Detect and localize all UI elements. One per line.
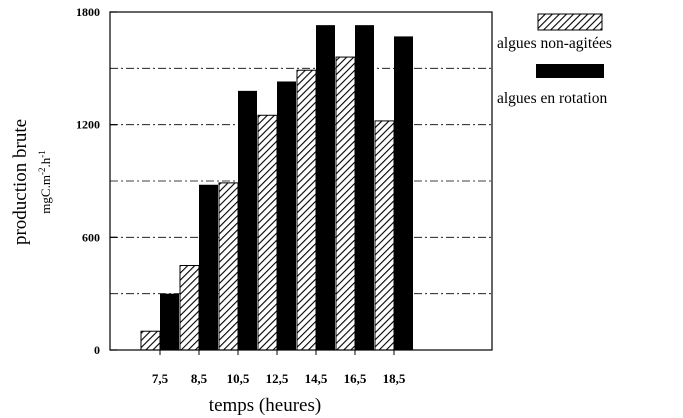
x-axis-ticks: 7,5 8,5 10,5 12,5 14,5 16,5 18,5 xyxy=(152,350,406,386)
bar-non-agitees xyxy=(140,330,161,351)
x-tick-label: 7,5 xyxy=(152,371,169,386)
legend-swatch-hatched xyxy=(537,13,603,31)
bar-rotation xyxy=(355,25,374,351)
bar-rotation xyxy=(394,36,413,351)
bar-rotation xyxy=(316,25,335,351)
x-tick-label: 8,5 xyxy=(191,371,208,386)
x-axis-title: temps (heures) xyxy=(209,395,321,416)
x-tick-label: 10,5 xyxy=(227,371,250,386)
y-tick-label: 0 xyxy=(94,343,100,357)
bar-non-agitees xyxy=(257,114,278,351)
x-tick-label: 12,5 xyxy=(266,371,289,386)
y-axis-title: production brute xyxy=(10,119,31,245)
y-tick-label: 1200 xyxy=(76,118,100,132)
bar-rotation xyxy=(277,81,296,350)
legend-swatch-solid xyxy=(536,64,604,78)
legend: algues non-agitées algues en rotation xyxy=(497,13,612,107)
bar-rotation xyxy=(238,90,257,350)
bar-rotation xyxy=(199,184,218,350)
bar-non-agitees xyxy=(335,56,356,351)
y-axis-ticks: 0 600 1200 1800 xyxy=(76,5,117,357)
legend-label-rotation: algues en rotation xyxy=(497,90,607,107)
legend-label-non-agitees: algues non-agitées xyxy=(497,35,612,52)
x-tick-label: 18,5 xyxy=(383,371,406,386)
y-axis-unit: mgC.m-2.h-1 xyxy=(37,150,53,213)
y-tick-label: 1800 xyxy=(76,5,100,19)
plot-frame xyxy=(109,11,493,351)
bar-non-agitees xyxy=(179,265,200,351)
bars xyxy=(140,25,413,351)
bar-non-agitees xyxy=(218,182,239,351)
x-tick-label: 14,5 xyxy=(305,371,328,386)
bar-rotation xyxy=(160,293,179,350)
x-tick-label: 16,5 xyxy=(344,371,367,386)
bar-non-agitees xyxy=(296,69,317,351)
bar-non-agitees xyxy=(374,120,395,351)
y-tick-label: 600 xyxy=(82,230,100,244)
